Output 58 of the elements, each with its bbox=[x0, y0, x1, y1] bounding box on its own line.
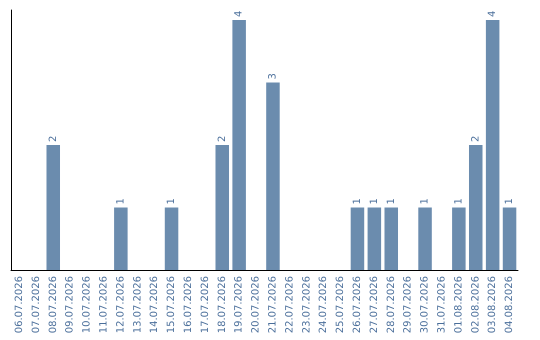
bar bbox=[384, 208, 398, 270]
bar bbox=[215, 145, 230, 270]
bar bbox=[114, 208, 128, 270]
x-tick-label: 19.07.2026 bbox=[234, 276, 245, 334]
x-tick-label: 21.07.2026 bbox=[267, 276, 278, 334]
x-tick-label: 29.07.2026 bbox=[402, 276, 414, 334]
x-tick-label: 30.07.2026 bbox=[420, 276, 431, 334]
bar bbox=[452, 208, 466, 270]
data-label: 1 bbox=[166, 198, 178, 204]
x-tick-label: 28.07.2026 bbox=[386, 276, 397, 334]
data-label: 1 bbox=[386, 198, 397, 204]
x-tick-label: 08.07.2026 bbox=[48, 276, 59, 334]
bar bbox=[232, 20, 246, 270]
data-label: 3 bbox=[267, 73, 278, 80]
x-tick-label: 04.08.2026 bbox=[504, 276, 516, 334]
x-tick-label: 20.07.2026 bbox=[250, 276, 262, 334]
x-tick-label: 13.07.2026 bbox=[132, 276, 144, 334]
bar bbox=[164, 208, 178, 270]
x-tick-label: 15.07.2026 bbox=[166, 276, 178, 334]
bar bbox=[368, 208, 382, 270]
x-tick-label: 23.07.2026 bbox=[301, 276, 312, 334]
x-tick-label: 24.07.2026 bbox=[318, 276, 330, 334]
x-tick-label: 22.07.2026 bbox=[284, 276, 296, 334]
data-label: 2 bbox=[470, 136, 482, 142]
data-label: 1 bbox=[352, 198, 363, 204]
bar bbox=[266, 82, 280, 270]
bar bbox=[468, 145, 483, 270]
x-tick-label: 09.07.2026 bbox=[64, 276, 76, 334]
x-tick-label: 18.07.2026 bbox=[216, 276, 228, 334]
data-label: 4 bbox=[487, 10, 498, 17]
x-tick-label: 12.07.2026 bbox=[115, 276, 126, 334]
x-tick-label: 03.08.2026 bbox=[487, 276, 498, 334]
x-tick-label: 11.07.2026 bbox=[98, 276, 110, 334]
bar bbox=[46, 145, 60, 270]
x-tick-label: 01.08.2026 bbox=[453, 276, 464, 334]
x-tick-label: 02.08.2026 bbox=[470, 276, 482, 334]
x-tick-label: 17.07.2026 bbox=[200, 276, 211, 334]
x-tick-label: 31.07.2026 bbox=[436, 276, 448, 334]
bar bbox=[350, 208, 364, 270]
data-label: 1 bbox=[504, 198, 516, 204]
x-tick-label: 25.07.2026 bbox=[335, 276, 346, 334]
x-tick-label: 16.07.2026 bbox=[182, 276, 194, 334]
data-label: 1 bbox=[453, 198, 464, 204]
bar bbox=[418, 208, 432, 270]
bar bbox=[486, 20, 500, 270]
x-tick-label: 06.07.2026 bbox=[14, 276, 25, 334]
data-label: 2 bbox=[48, 136, 59, 142]
data-label: 4 bbox=[234, 10, 245, 17]
data-label: 1 bbox=[420, 198, 431, 204]
x-tick-label: 07.07.2026 bbox=[30, 276, 42, 334]
bar bbox=[502, 208, 516, 270]
data-label: 2 bbox=[216, 136, 228, 142]
x-tick-label: 10.07.2026 bbox=[82, 276, 93, 334]
x-tick-label: 27.07.2026 bbox=[368, 276, 380, 334]
data-label: 1 bbox=[368, 198, 380, 204]
x-tick-label: 26.07.2026 bbox=[352, 276, 363, 334]
data-label: 1 bbox=[115, 198, 126, 204]
x-tick-label: 14.07.2026 bbox=[149, 276, 160, 334]
